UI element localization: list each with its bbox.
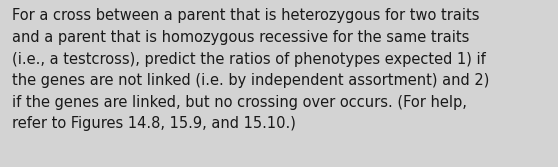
Text: For a cross between a parent that is heterozygous for two traits
and a parent th: For a cross between a parent that is het…	[12, 8, 490, 131]
